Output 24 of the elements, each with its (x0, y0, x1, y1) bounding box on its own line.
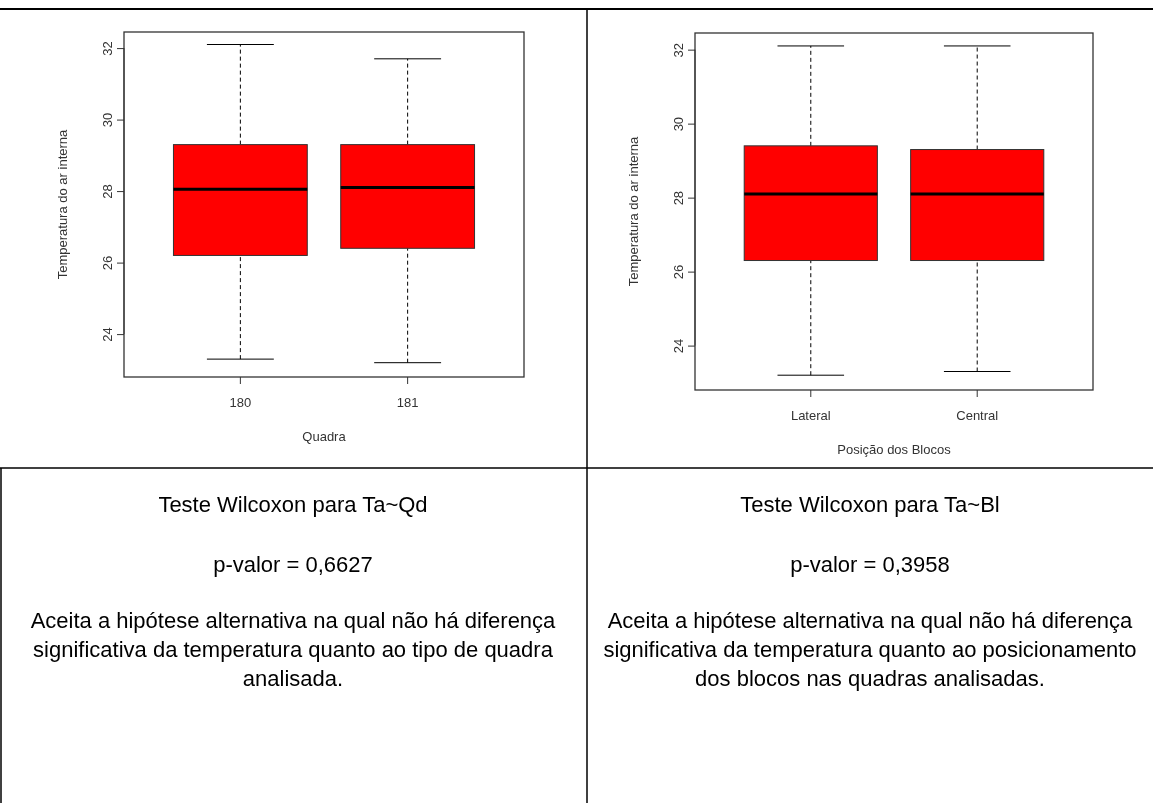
y-tick-label: 28 (100, 184, 115, 199)
y-tick-label: 24 (671, 338, 686, 354)
text: p-valor = 0,6627 (212, 551, 374, 579)
text: Aceita a hipótese alternativa na qual não há diferença significativa da temperatura quanto ao tipo de quadra analisada. (29, 607, 557, 693)
x-tick-label: 181 (396, 394, 419, 410)
y-tick-label: 32 (100, 41, 115, 56)
y-tick-label: 26 (100, 255, 115, 271)
y-axis-title: Temperatura do ar interna (626, 135, 641, 287)
text: p-valor = 0,3958 (789, 551, 951, 579)
x-axis-title: Quadra (302, 429, 347, 444)
x-tick-label: 180 (229, 394, 252, 410)
y-tick-label: 32 (671, 42, 686, 58)
y-tick-label: 28 (671, 190, 686, 206)
x-axis-title: Posição dos Blocos (837, 442, 952, 457)
text: Teste Wilcoxon para Ta~Bl (739, 491, 1001, 519)
x-tick-label: Lateral (790, 407, 831, 423)
text: Teste Wilcoxon para Ta~Qd (157, 491, 429, 519)
y-axis-title: Temperatura do ar interna (55, 128, 70, 280)
y-tick-label: 24 (100, 327, 115, 342)
y-tick-label: 26 (671, 264, 686, 280)
y-tick-label: 30 (100, 112, 115, 128)
x-tick-label: Central (956, 407, 999, 423)
text: Aceita a hipótese alternativa na qual não há diferença significativa da temperatura quanto ao posicionamento dos blocos nas quadras analisadas. (602, 607, 1138, 693)
y-tick-label: 30 (671, 116, 686, 132)
